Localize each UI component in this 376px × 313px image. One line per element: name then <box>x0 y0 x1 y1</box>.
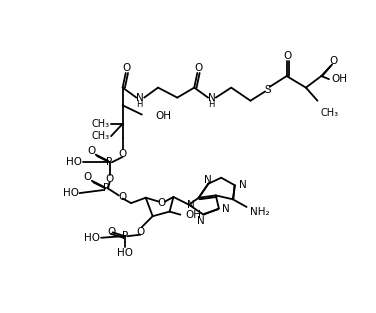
Text: N: N <box>136 93 144 103</box>
Text: HO: HO <box>63 188 79 198</box>
Text: CH₃: CH₃ <box>91 131 109 141</box>
Text: P: P <box>106 157 113 167</box>
Text: O: O <box>122 63 130 73</box>
Text: O: O <box>194 63 202 73</box>
Text: O: O <box>118 192 127 202</box>
Text: N: N <box>186 200 194 210</box>
Text: OH: OH <box>331 74 347 84</box>
Text: O: O <box>118 149 127 159</box>
Text: NH₂: NH₂ <box>250 207 269 217</box>
Text: H: H <box>136 100 143 109</box>
Text: HO: HO <box>117 248 133 258</box>
Text: O: O <box>88 146 96 156</box>
Text: N: N <box>197 216 204 226</box>
Text: N: N <box>222 203 230 213</box>
Text: O: O <box>329 56 338 66</box>
Text: O: O <box>105 174 114 184</box>
Text: N: N <box>239 180 247 190</box>
Text: O: O <box>107 227 115 237</box>
Text: CH₃: CH₃ <box>91 119 109 129</box>
Text: S: S <box>264 85 271 95</box>
Text: O: O <box>84 172 92 182</box>
Text: P: P <box>103 183 109 193</box>
Text: HO: HO <box>66 157 82 167</box>
Text: CH₃: CH₃ <box>320 108 339 118</box>
Text: OH: OH <box>156 111 172 121</box>
Text: P: P <box>122 231 128 241</box>
Text: HO: HO <box>84 233 100 243</box>
Text: N: N <box>204 175 212 185</box>
Text: O: O <box>283 51 291 61</box>
Text: O: O <box>136 227 144 237</box>
Text: OH: OH <box>185 210 201 220</box>
Text: O: O <box>158 198 166 208</box>
Text: N: N <box>208 93 216 103</box>
Text: H: H <box>208 100 214 109</box>
